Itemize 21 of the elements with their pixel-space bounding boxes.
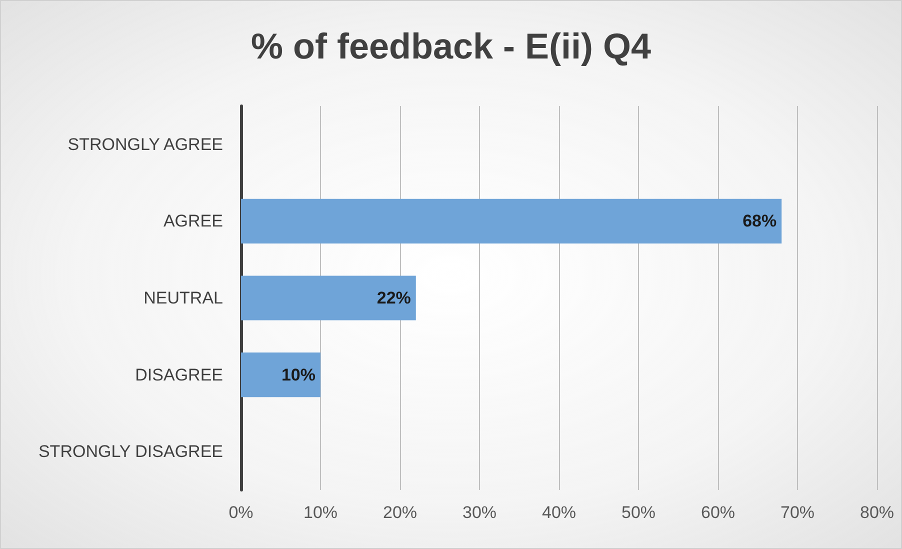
x-tick-label: 0% — [228, 503, 254, 522]
y-tick-label: STRONGLY AGREE — [68, 134, 223, 154]
x-tick-label: 40% — [542, 503, 576, 522]
x-tick-label: 50% — [621, 503, 656, 522]
bar — [241, 276, 416, 320]
data-label: 22% — [376, 288, 411, 308]
x-tick-label: 20% — [382, 503, 418, 522]
x-tick-label: 10% — [303, 503, 338, 522]
data-label: 10% — [281, 365, 316, 384]
data-label: 68% — [742, 212, 777, 231]
bar — [241, 352, 320, 398]
y-tick-label: STRONGLY DISAGREE — [38, 442, 223, 462]
x-tick-label: 80% — [860, 503, 894, 522]
chart-title: % of feedback - E(ii) Q4 — [250, 26, 652, 66]
y-tick-label: NEUTRAL — [144, 288, 223, 308]
x-tick-label: 30% — [462, 503, 497, 522]
x-tick-label: 60% — [700, 503, 736, 522]
x-tick-label: 70% — [780, 503, 815, 522]
y-tick-label: AGREE — [163, 212, 223, 231]
y-tick-label: DISAGREE — [135, 365, 223, 384]
bar — [241, 198, 782, 244]
